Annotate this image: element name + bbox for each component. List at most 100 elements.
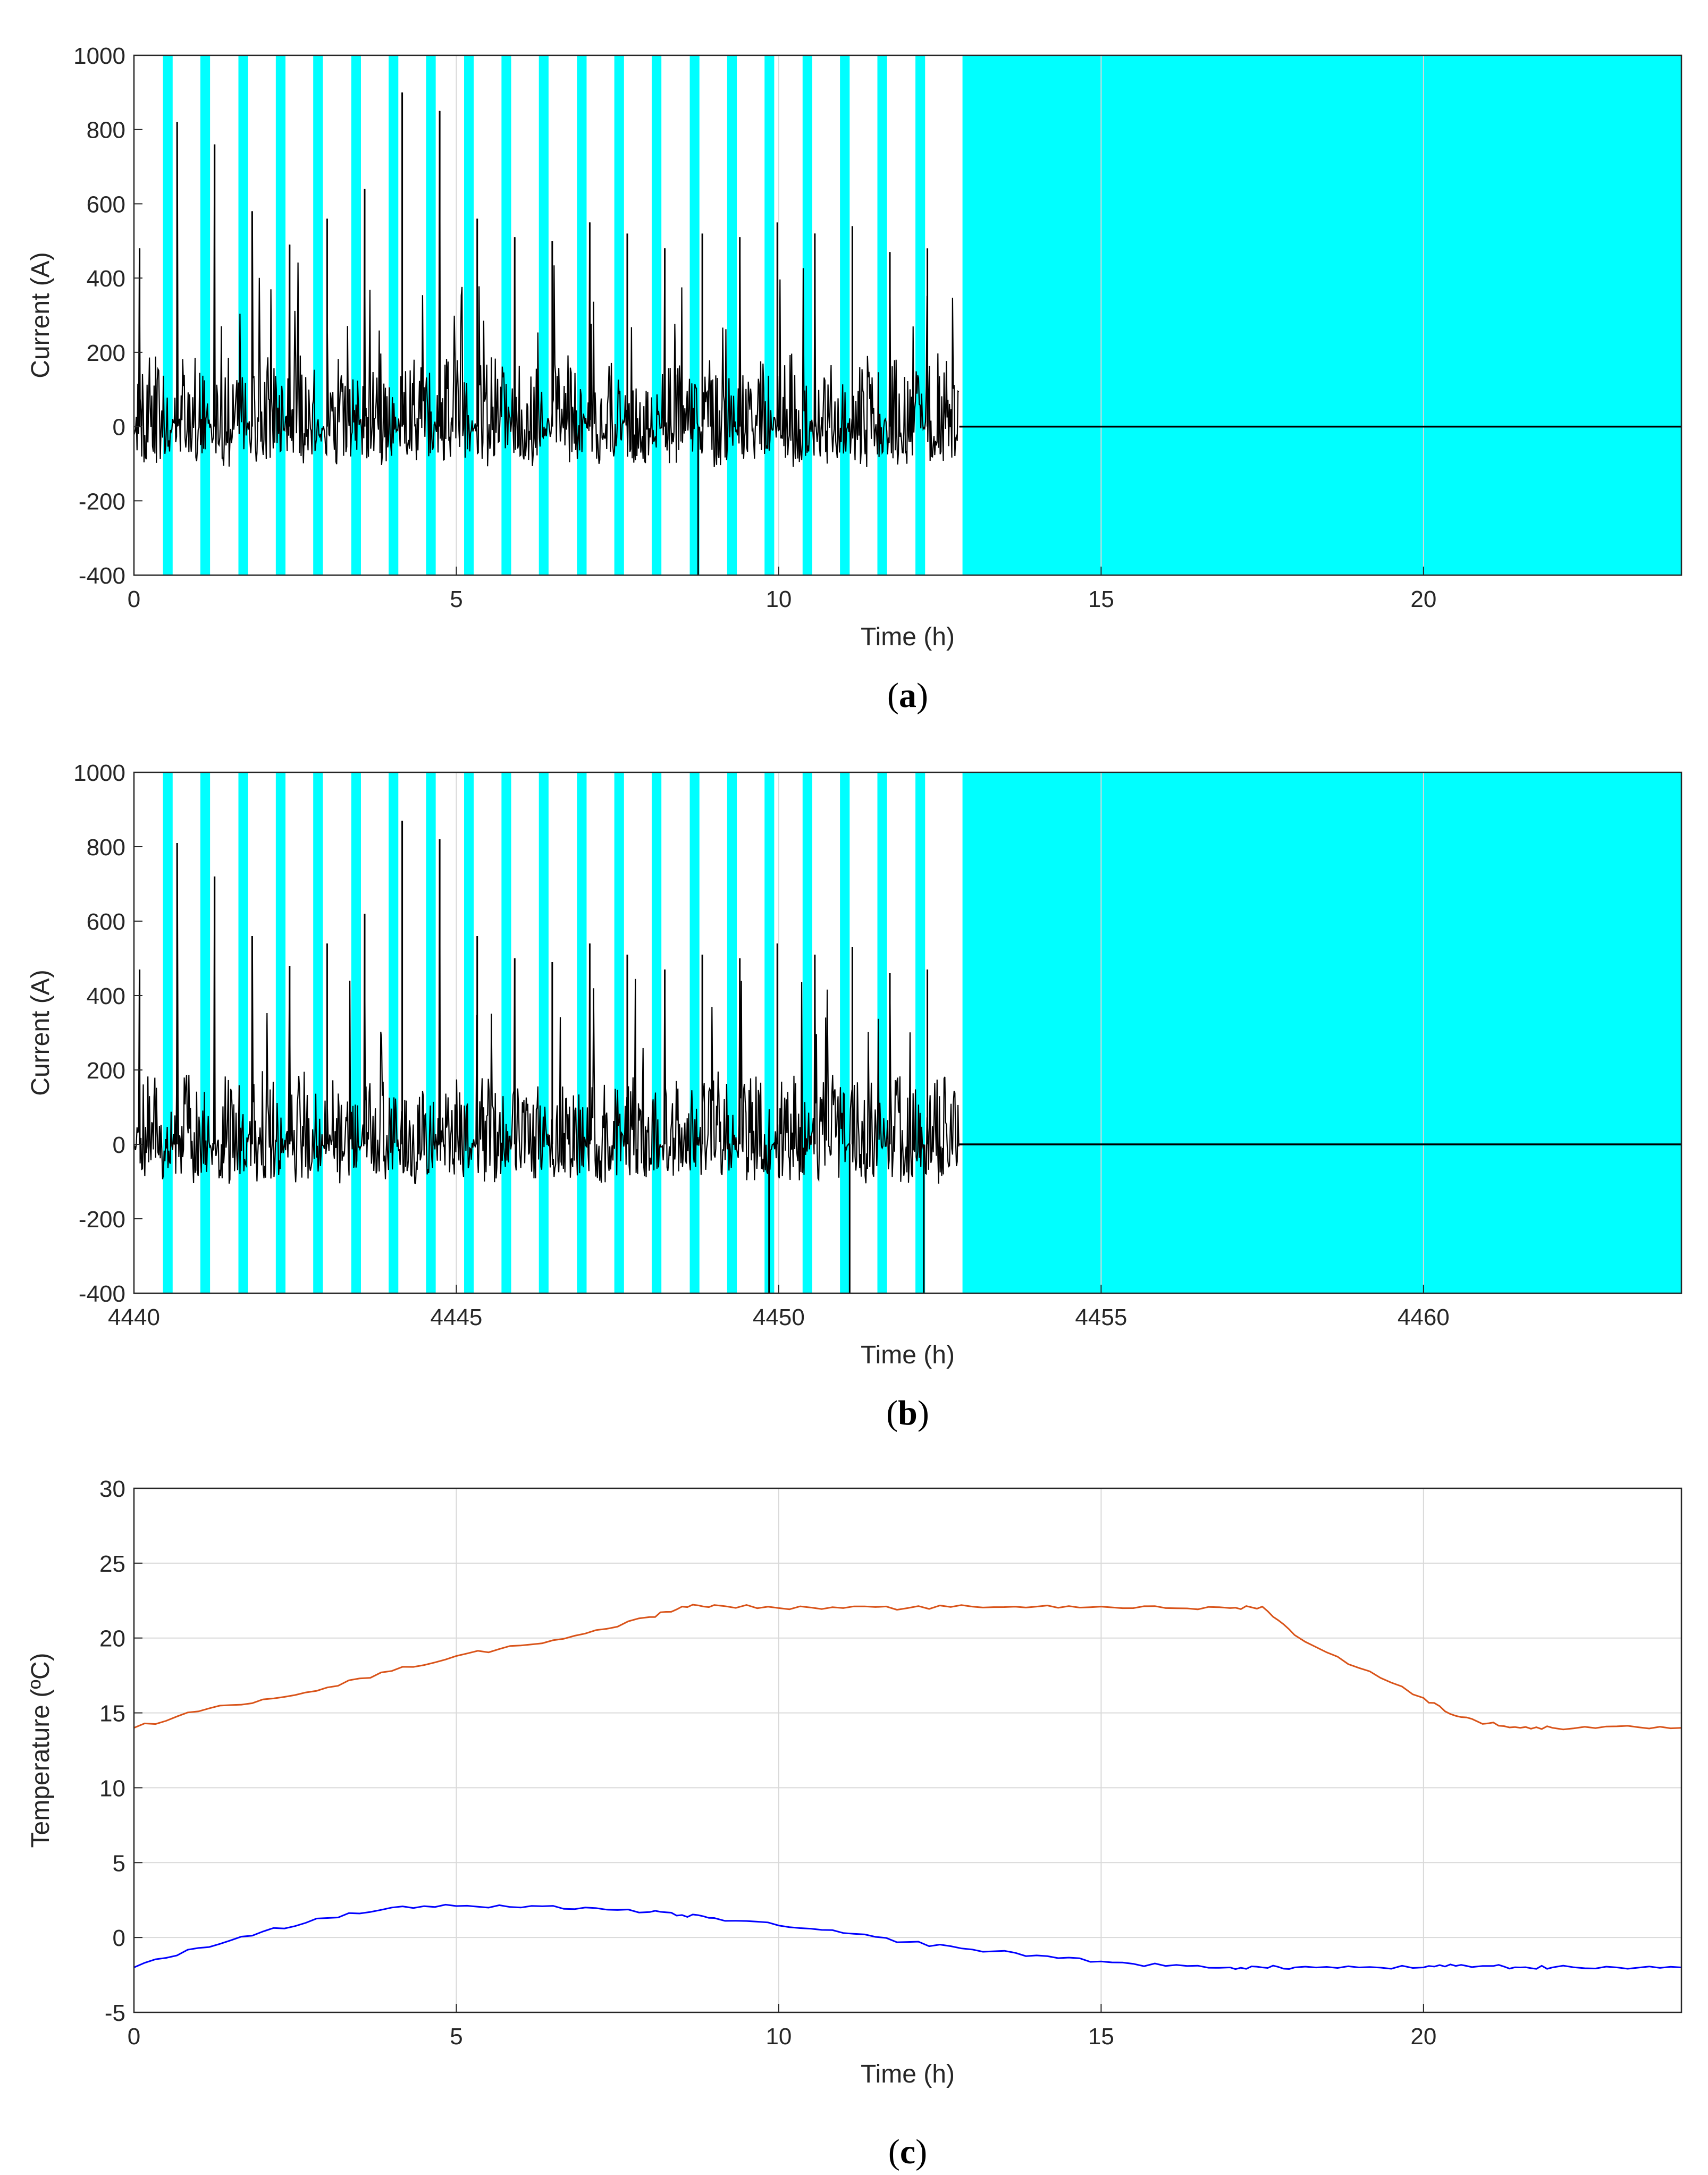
rest-interval-band — [840, 55, 850, 575]
temperature-series-lower — [133, 1903, 1682, 1970]
y-tick-label: -400 — [79, 1281, 125, 1307]
axes-box — [133, 54, 1682, 576]
rest-interval-band — [689, 772, 700, 1293]
rest-interval-band — [614, 55, 624, 575]
rest-interval-band — [840, 772, 850, 1293]
panel-caption-close-paren: ) — [918, 1394, 929, 1432]
panel-caption-close-paren: ) — [916, 676, 928, 715]
x-tick-label: 0 — [128, 586, 140, 612]
y-tick-label: 30 — [99, 1476, 125, 1502]
rest-interval-band — [275, 772, 286, 1293]
y-tick-label: 15 — [99, 1701, 125, 1727]
x-axis-title: Time (h) — [861, 623, 955, 651]
y-tick-label: 400 — [87, 983, 125, 1009]
panel-caption-open-paren: ( — [887, 676, 899, 715]
plot-area — [134, 1488, 1681, 2012]
rest-interval-band — [163, 55, 173, 575]
panel-caption: (a) — [887, 676, 928, 715]
y-tick-label: 0 — [113, 415, 125, 441]
y-tick-label: 5 — [113, 1850, 125, 1876]
rest-interval-band — [539, 55, 549, 575]
x-tick-label: 5 — [450, 586, 462, 612]
panel-caption-letter: c — [900, 2132, 915, 2171]
rest-interval-band — [200, 772, 211, 1293]
rest-interval-band — [764, 55, 775, 575]
y-axis-title: Current (A) — [27, 970, 55, 1095]
x-axis-title: Time (h) — [861, 2060, 955, 2088]
axes-box — [133, 771, 1682, 1294]
temperature-series-upper — [133, 1604, 1682, 1731]
rest-interval-band — [727, 55, 737, 575]
y-tick-label: 0 — [113, 1132, 125, 1158]
rest-interval-band — [351, 55, 361, 575]
rest-interval-band — [651, 55, 662, 575]
current-trace — [133, 111, 960, 467]
y-tick-label: -200 — [79, 488, 125, 515]
rest-interval-band — [501, 55, 511, 575]
panel-caption-open-paren: ( — [886, 1394, 898, 1432]
rest-interval-band — [802, 772, 812, 1293]
x-tick-label: 5 — [450, 2024, 462, 2050]
rest-interval-band — [877, 772, 887, 1293]
rest-interval-band — [426, 772, 436, 1293]
rest-interval-band — [389, 772, 399, 1293]
x-tick-label: 4440 — [108, 1304, 160, 1330]
rest-interval-band — [962, 55, 1681, 575]
y-tick-label: 10 — [99, 1775, 125, 1801]
y-tick-label: 800 — [87, 834, 125, 861]
x-tick-label: 15 — [1088, 2024, 1114, 2050]
x-tick-label: 10 — [765, 2024, 792, 2050]
y-tick-label: -400 — [79, 563, 125, 589]
y-axis-title: Temperature (ºC) — [27, 1653, 55, 1848]
current-trace — [133, 839, 960, 1185]
y-tick-label: 0 — [113, 1925, 125, 1951]
panel-caption-letter: a — [899, 676, 916, 715]
rest-interval-band — [464, 772, 474, 1293]
y-tick-label: -200 — [79, 1207, 125, 1233]
rest-interval-band — [351, 772, 361, 1293]
x-tick-label: 0 — [128, 2024, 140, 2050]
rest-interval-band — [915, 55, 925, 575]
panel-caption-letter: b — [898, 1394, 918, 1432]
x-tick-label: 20 — [1410, 586, 1436, 612]
y-tick-label: 600 — [87, 909, 125, 935]
y-tick-label: 600 — [87, 191, 125, 217]
y-tick-label: 200 — [87, 1058, 125, 1084]
rest-interval-band — [313, 55, 323, 575]
y-tick-label: 400 — [87, 266, 125, 292]
y-axis-title: Current (A) — [27, 252, 55, 378]
rest-interval-band — [313, 772, 323, 1293]
rest-interval-band — [727, 772, 737, 1293]
x-tick-label: 4455 — [1075, 1304, 1127, 1330]
rest-interval-band — [915, 772, 925, 1293]
y-tick-label: 20 — [99, 1626, 125, 1652]
rest-interval-band — [163, 772, 173, 1293]
x-axis-title: Time (h) — [861, 1341, 955, 1369]
panel-caption-open-paren: ( — [888, 2132, 900, 2171]
rest-interval-band — [962, 772, 1681, 1293]
rest-interval-band — [389, 55, 399, 575]
y-tick-label: 25 — [99, 1551, 125, 1577]
rest-interval-band — [577, 55, 587, 575]
y-tick-label: 1000 — [73, 43, 125, 69]
rest-interval-band — [877, 55, 887, 575]
x-tick-label: 20 — [1410, 2024, 1436, 2050]
rest-interval-band — [275, 55, 286, 575]
rest-interval-band — [238, 55, 248, 575]
x-tick-label: 15 — [1088, 586, 1114, 612]
x-tick-label: 4450 — [753, 1304, 805, 1330]
axes-box — [133, 1487, 1682, 2013]
y-tick-label: -5 — [105, 2000, 125, 2026]
panel-caption: (b) — [886, 1394, 929, 1432]
rest-interval-band — [614, 772, 624, 1293]
x-tick-label: 10 — [765, 586, 792, 612]
panel-caption-close-paren: ) — [915, 2132, 927, 2171]
rest-interval-band — [577, 772, 587, 1293]
rest-interval-band — [501, 772, 511, 1293]
y-tick-label: 1000 — [73, 760, 125, 786]
rest-interval-band — [651, 772, 662, 1293]
rest-interval-band — [539, 772, 549, 1293]
panel-caption: (c) — [888, 2132, 927, 2171]
